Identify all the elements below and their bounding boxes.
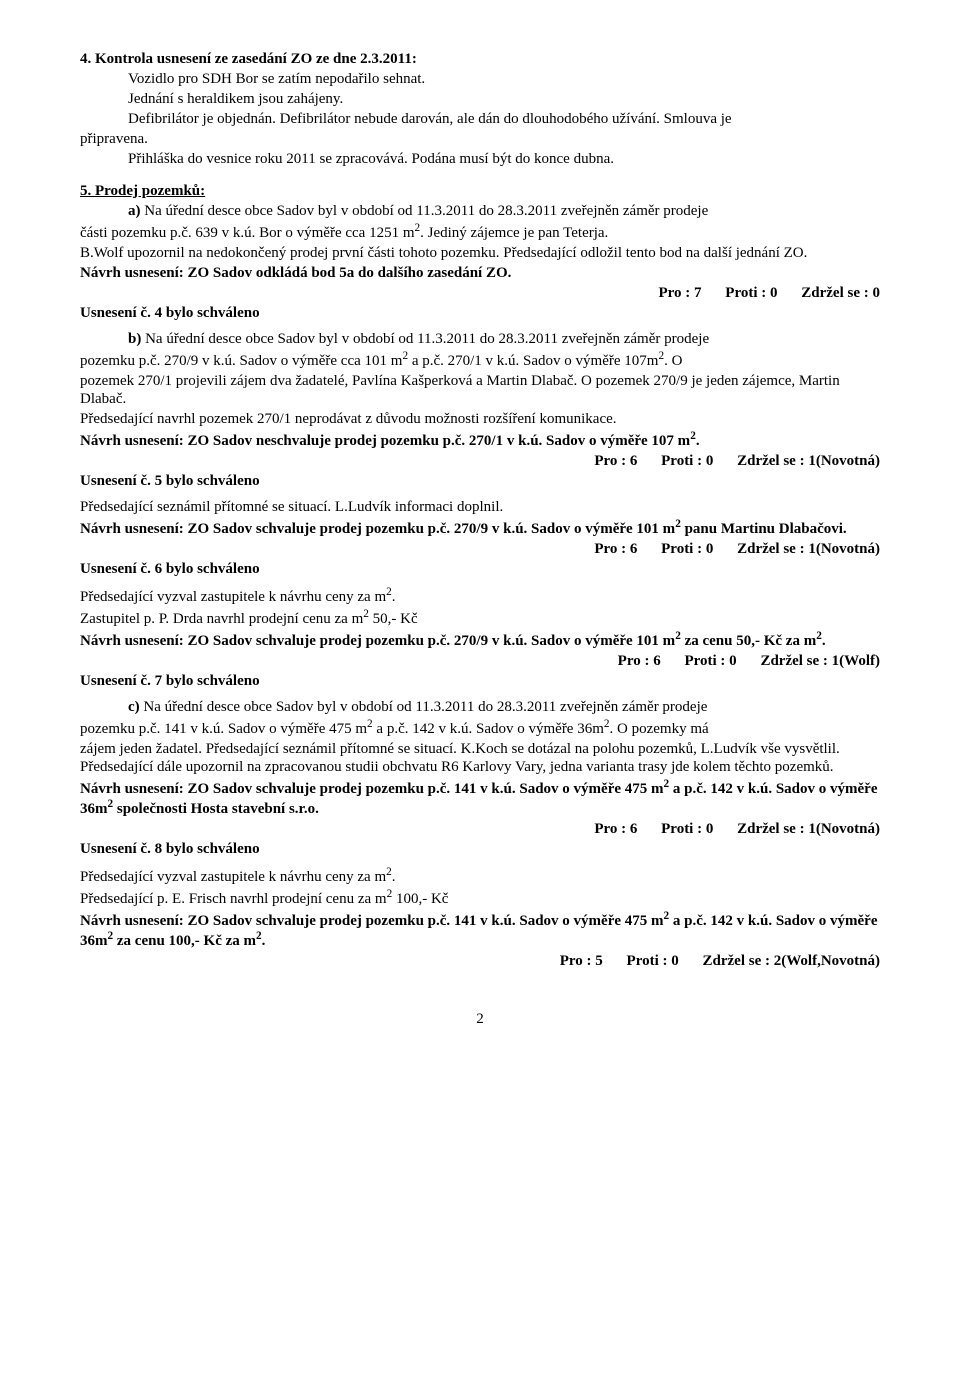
s5b-para4: Předsedající navrhl pozemek 270/1 neprod… <box>80 410 880 428</box>
page-number: 2 <box>80 1010 880 1028</box>
s5b-para3: pozemek 270/1 projevili zájem dva žadate… <box>80 372 880 408</box>
section-4-title: 4. Kontrola usnesení ze zasedání ZO ze d… <box>80 50 880 68</box>
section-5: 5. Prodej pozemků: a) Na úřední desce ob… <box>80 182 880 970</box>
s5a-para3: B.Wolf upozornil na nedokončený prodej p… <box>80 244 880 262</box>
s5c-t4b: . <box>392 869 396 885</box>
s5b-result1: Usnesení č. 5 bylo schváleno <box>80 472 880 490</box>
vote-pro: Pro : 6 <box>594 541 637 557</box>
vote-pro: Pro : 6 <box>618 653 661 669</box>
s5b-para2: pozemku p.č. 270/9 v k.ú. Sadov o výměře… <box>80 350 880 370</box>
s5a-t1: Na úřední desce obce Sadov byl v období … <box>141 203 709 219</box>
s5b-m3b: za cenu 50,- Kč za m <box>681 633 816 649</box>
s5b-m1a: Návrh usnesení: ZO Sadov neschvaluje pro… <box>80 433 690 449</box>
s5b-t7a: Zastupitel p. P. Drda navrhl prodejní ce… <box>80 611 363 627</box>
vote-proti: Proti : 0 <box>725 285 777 301</box>
s5b-result2: Usnesení č. 6 bylo schváleno <box>80 560 880 578</box>
vote-pro: Pro : 6 <box>594 453 637 469</box>
s5b-motion2: Návrh usnesení: ZO Sadov schvaluje prode… <box>80 518 880 538</box>
s5c-t5a: Předsedající p. E. Frisch navrhl prodejn… <box>80 891 387 907</box>
vote-pro: Pro : 5 <box>560 953 603 969</box>
vote-proti: Proti : 0 <box>684 653 736 669</box>
s5c-t1: Na úřední desce obce Sadov byl v období … <box>140 699 708 715</box>
s5c-m2c: za cenu 100,- Kč za m <box>113 933 256 949</box>
s4-line1: Vozidlo pro SDH Bor se zatím nepodařilo … <box>80 70 880 88</box>
s5c-lead: c) <box>128 699 140 715</box>
s5b-para1: b) Na úřední desce obce Sadov byl v obdo… <box>80 330 880 348</box>
vote-zdrzel: Zdržel se : 1(Novotná) <box>737 541 880 557</box>
section-4: 4. Kontrola usnesení ze zasedání ZO ze d… <box>80 50 880 168</box>
s5a-vote: Pro : 7 Proti : 0 Zdržel se : 0 <box>80 284 880 302</box>
s5b-vote3: Pro : 6 Proti : 0 Zdržel se : 1(Wolf) <box>80 652 880 670</box>
vote-pro: Pro : 7 <box>659 285 702 301</box>
s5b-t6a: Předsedající vyzval zastupitele k návrhu… <box>80 589 386 605</box>
s5b-m3c: . <box>822 633 826 649</box>
s5b-m2a: Návrh usnesení: ZO Sadov schvaluje prode… <box>80 521 675 537</box>
s5c-para5: Předsedající p. E. Frisch navrhl prodejn… <box>80 888 880 908</box>
vote-proti: Proti : 0 <box>661 541 713 557</box>
s5c-m2a: Návrh usnesení: ZO Sadov schvaluje prode… <box>80 913 664 929</box>
s5b-t2c: . O <box>664 353 682 369</box>
s5b-lead: b) <box>128 331 141 347</box>
vote-zdrzel: Zdržel se : 1(Novotná) <box>737 453 880 469</box>
s5b-m1b: . <box>696 433 700 449</box>
s5b-t2b: a p.č. 270/1 v k.ú. Sadov o výměře 107m <box>408 353 658 369</box>
vote-proti: Proti : 0 <box>661 821 713 837</box>
s5c-para3: zájem jeden žadatel. Předsedající seznám… <box>80 740 880 776</box>
s5a-para2: části pozemku p.č. 639 v k.ú. Bor o výmě… <box>80 222 880 242</box>
vote-zdrzel: Zdržel se : 1(Wolf) <box>760 653 880 669</box>
s5c-result1: Usnesení č. 8 bylo schváleno <box>80 840 880 858</box>
s5c-m1a: Návrh usnesení: ZO Sadov schvaluje prode… <box>80 781 664 797</box>
s5b-t7b: 50,- Kč <box>369 611 418 627</box>
s5b-t1: Na úřední desce obce Sadov byl v období … <box>141 331 709 347</box>
s5b-vote2: Pro : 6 Proti : 0 Zdržel se : 1(Novotná) <box>80 540 880 558</box>
s5c-t4a: Předsedající vyzval zastupitele k návrhu… <box>80 869 386 885</box>
s5a-motion: Návrh usnesení: ZO Sadov odkládá bod 5a … <box>80 264 880 282</box>
s4-line4: připravena. <box>80 130 880 148</box>
s5b-motion3: Návrh usnesení: ZO Sadov schvaluje prode… <box>80 630 880 650</box>
s5a-t2b: . Jediný zájemce je pan Teterja. <box>420 225 608 241</box>
s5b-t6b: . <box>392 589 396 605</box>
s5b-m3a: Návrh usnesení: ZO Sadov schvaluje prode… <box>80 633 675 649</box>
vote-zdrzel: Zdržel se : 2(Wolf,Novotná) <box>703 953 880 969</box>
vote-zdrzel: Zdržel se : 1(Novotná) <box>737 821 880 837</box>
s5b-result3: Usnesení č. 7 bylo schváleno <box>80 672 880 690</box>
s5c-t5b: 100,- Kč <box>392 891 448 907</box>
s5a-para1: a) Na úřední desce obce Sadov byl v obdo… <box>80 202 880 220</box>
s5c-motion1: Návrh usnesení: ZO Sadov schvaluje prode… <box>80 778 880 818</box>
s4-line5: Přihláška do vesnice roku 2011 se zpraco… <box>80 150 880 168</box>
s5b-para5: Předsedající seznámil přítomné se situac… <box>80 498 880 516</box>
s5c-m1c: společnosti Hosta stavební s.r.o. <box>113 801 319 817</box>
s5c-para2: pozemku p.č. 141 v k.ú. Sadov o výměře 4… <box>80 718 880 738</box>
vote-proti: Proti : 0 <box>661 453 713 469</box>
s5b-para7: Zastupitel p. P. Drda navrhl prodejní ce… <box>80 608 880 628</box>
s5b-vote1: Pro : 6 Proti : 0 Zdržel se : 1(Novotná) <box>80 452 880 470</box>
s5b-motion1: Návrh usnesení: ZO Sadov neschvaluje pro… <box>80 430 880 450</box>
s5a-result: Usnesení č. 4 bylo schváleno <box>80 304 880 322</box>
s5c-para4: Předsedající vyzval zastupitele k návrhu… <box>80 866 880 886</box>
s5c-t2a: pozemku p.č. 141 v k.ú. Sadov o výměře 4… <box>80 721 367 737</box>
s5c-m2d: . <box>262 933 266 949</box>
s5c-motion2: Návrh usnesení: ZO Sadov schvaluje prode… <box>80 910 880 950</box>
vote-pro: Pro : 6 <box>594 821 637 837</box>
s5a-t2a: části pozemku p.č. 639 v k.ú. Bor o výmě… <box>80 225 415 241</box>
s5c-vote1: Pro : 6 Proti : 0 Zdržel se : 1(Novotná) <box>80 820 880 838</box>
s5a-lead: a) <box>128 203 141 219</box>
section-5-title: 5. Prodej pozemků: <box>80 182 880 200</box>
s5c-t2c: . O pozemky má <box>610 721 709 737</box>
vote-zdrzel: Zdržel se : 0 <box>801 285 880 301</box>
s5c-para1: c) Na úřední desce obce Sadov byl v obdo… <box>80 698 880 716</box>
s5c-vote2: Pro : 5 Proti : 0 Zdržel se : 2(Wolf,Nov… <box>80 952 880 970</box>
s4-line3: Defibrilátor je objednán. Defibrilátor n… <box>80 110 880 128</box>
vote-proti: Proti : 0 <box>627 953 679 969</box>
s4-line2: Jednání s heraldikem jsou zahájeny. <box>80 90 880 108</box>
s5c-t2b: a p.č. 142 v k.ú. Sadov o výměře 36m <box>373 721 604 737</box>
s5b-m2b: panu Martinu Dlabačovi. <box>681 521 847 537</box>
s5b-t2a: pozemku p.č. 270/9 v k.ú. Sadov o výměře… <box>80 353 402 369</box>
s5b-para6: Předsedající vyzval zastupitele k návrhu… <box>80 586 880 606</box>
